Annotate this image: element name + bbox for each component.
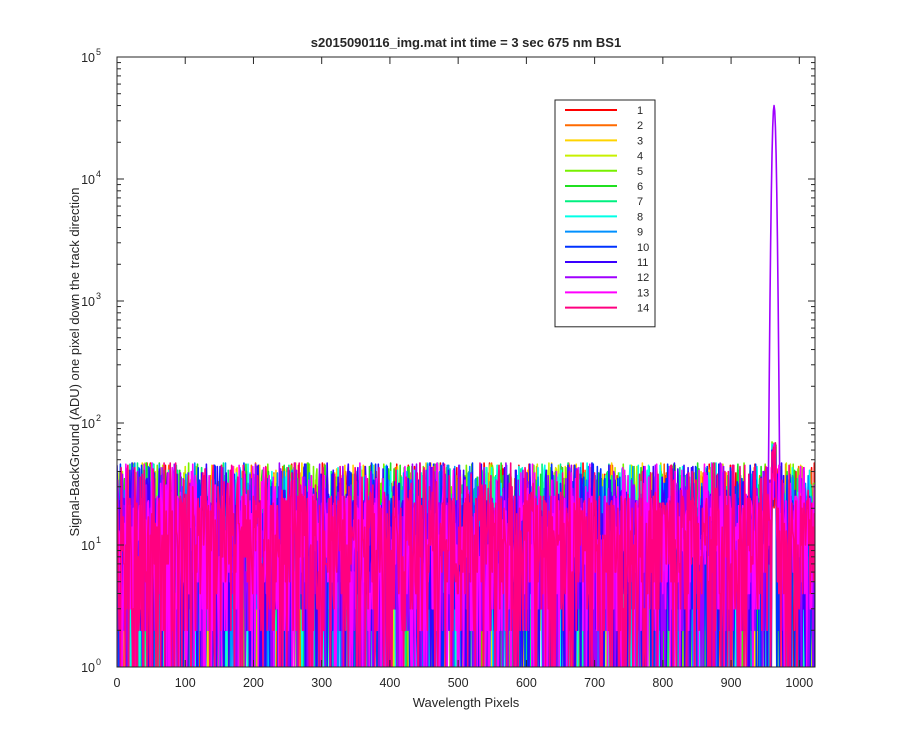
y-tick-label-exp: 5 <box>96 47 101 57</box>
legend-label: 2 <box>637 120 643 132</box>
legend-label: 7 <box>637 196 643 208</box>
series-line-14 <box>117 441 815 667</box>
legend-label: 6 <box>637 181 643 193</box>
legend-box <box>554 99 656 328</box>
x-tick-label: 500 <box>448 676 469 690</box>
y-tick-label-exp: 1 <box>96 535 101 545</box>
x-tick-label: 700 <box>584 676 605 690</box>
y-tick-label: 10 0 <box>81 657 101 675</box>
y-tick-label-base: 10 <box>81 51 95 65</box>
y-tick-label-base: 10 <box>81 661 95 675</box>
y-tick-label: 10 5 <box>81 47 101 65</box>
plot-area <box>117 104 815 667</box>
legend-label: 14 <box>637 303 649 315</box>
legend-label: 13 <box>637 287 649 299</box>
x-tick-label: 300 <box>311 676 332 690</box>
legend-label: 11 <box>637 257 648 269</box>
x-tick-label: 800 <box>652 676 673 690</box>
x-tick-label: 400 <box>379 676 400 690</box>
x-tick-label: 100 <box>175 676 196 690</box>
y-tick-label-exp: 4 <box>96 169 101 179</box>
y-tick-label: 10 1 <box>81 535 101 553</box>
x-axis-label: Wavelength Pixels <box>413 695 520 710</box>
legend-label: 9 <box>637 227 643 239</box>
y-tick-label: 10 3 <box>81 291 101 309</box>
legend-label: 10 <box>637 242 649 254</box>
x-tick-label: 900 <box>721 676 742 690</box>
legend-label: 3 <box>637 135 643 147</box>
y-tick-label-base: 10 <box>81 539 95 553</box>
legend-label: 1 <box>637 105 643 117</box>
y-tick-label-exp: 2 <box>96 413 101 423</box>
legend-label: 12 <box>637 272 649 284</box>
chart-title: s2015090116_img.mat int time = 3 sec 675… <box>311 35 621 50</box>
y-tick-label-exp: 3 <box>96 291 101 301</box>
x-tick-label: 1000 <box>785 676 813 690</box>
y-tick-label: 10 4 <box>81 169 101 187</box>
y-tick-label-base: 10 <box>81 295 95 309</box>
plot-frame <box>116 56 816 668</box>
y-tick-label-exp: 0 <box>96 657 101 667</box>
y-tick-label: 10 2 <box>81 413 101 431</box>
legend-label: 8 <box>637 211 643 223</box>
y-axis-label: Signal-BackGround (ADU) one pixel down t… <box>67 187 82 536</box>
legend-label: 4 <box>637 151 643 163</box>
x-tick-label: 200 <box>243 676 264 690</box>
x-tick-label: 600 <box>516 676 537 690</box>
legend-label: 5 <box>637 166 643 178</box>
y-tick-label-base: 10 <box>81 173 95 187</box>
x-tick-label: 0 <box>114 676 121 690</box>
y-tick-label-base: 10 <box>81 417 95 431</box>
